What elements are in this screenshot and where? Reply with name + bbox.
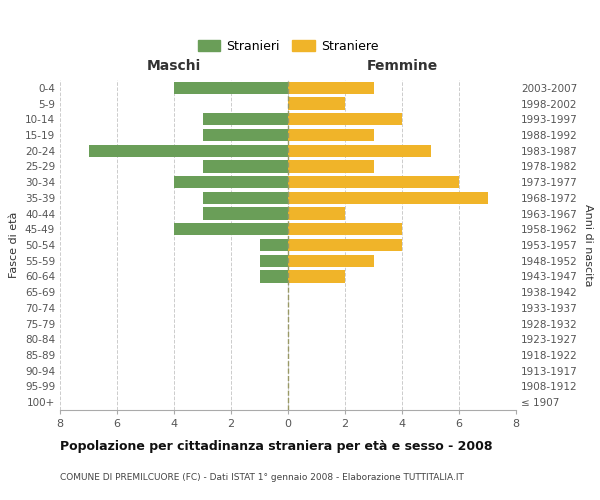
Bar	[174, 176, 288, 188]
Bar	[288, 144, 431, 157]
Text: COMUNE DI PREMILCUORE (FC) - Dati ISTAT 1° gennaio 2008 - Elaborazione TUTTITALI: COMUNE DI PREMILCUORE (FC) - Dati ISTAT …	[60, 473, 464, 482]
Text: Femmine: Femmine	[367, 60, 437, 74]
Bar	[203, 192, 288, 204]
Bar	[89, 144, 288, 157]
Bar	[288, 223, 402, 235]
Bar	[174, 82, 288, 94]
Bar	[203, 113, 288, 126]
Bar	[203, 208, 288, 220]
Bar	[288, 160, 373, 172]
Bar	[288, 129, 373, 141]
Bar	[288, 208, 345, 220]
Bar	[288, 176, 459, 188]
Bar	[288, 113, 402, 126]
Bar	[174, 223, 288, 235]
Bar	[260, 239, 288, 251]
Y-axis label: Fasce di età: Fasce di età	[10, 212, 19, 278]
Text: Maschi: Maschi	[147, 60, 201, 74]
Bar	[260, 270, 288, 282]
Bar	[288, 98, 345, 110]
Bar	[288, 192, 487, 204]
Y-axis label: Anni di nascita: Anni di nascita	[583, 204, 593, 286]
Bar	[203, 129, 288, 141]
Bar	[288, 239, 402, 251]
Bar	[203, 160, 288, 172]
Bar	[288, 82, 373, 94]
Bar	[288, 254, 373, 267]
Bar	[260, 254, 288, 267]
Bar	[288, 270, 345, 282]
Legend: Stranieri, Straniere: Stranieri, Straniere	[197, 40, 379, 53]
Text: Popolazione per cittadinanza straniera per età e sesso - 2008: Popolazione per cittadinanza straniera p…	[60, 440, 493, 453]
